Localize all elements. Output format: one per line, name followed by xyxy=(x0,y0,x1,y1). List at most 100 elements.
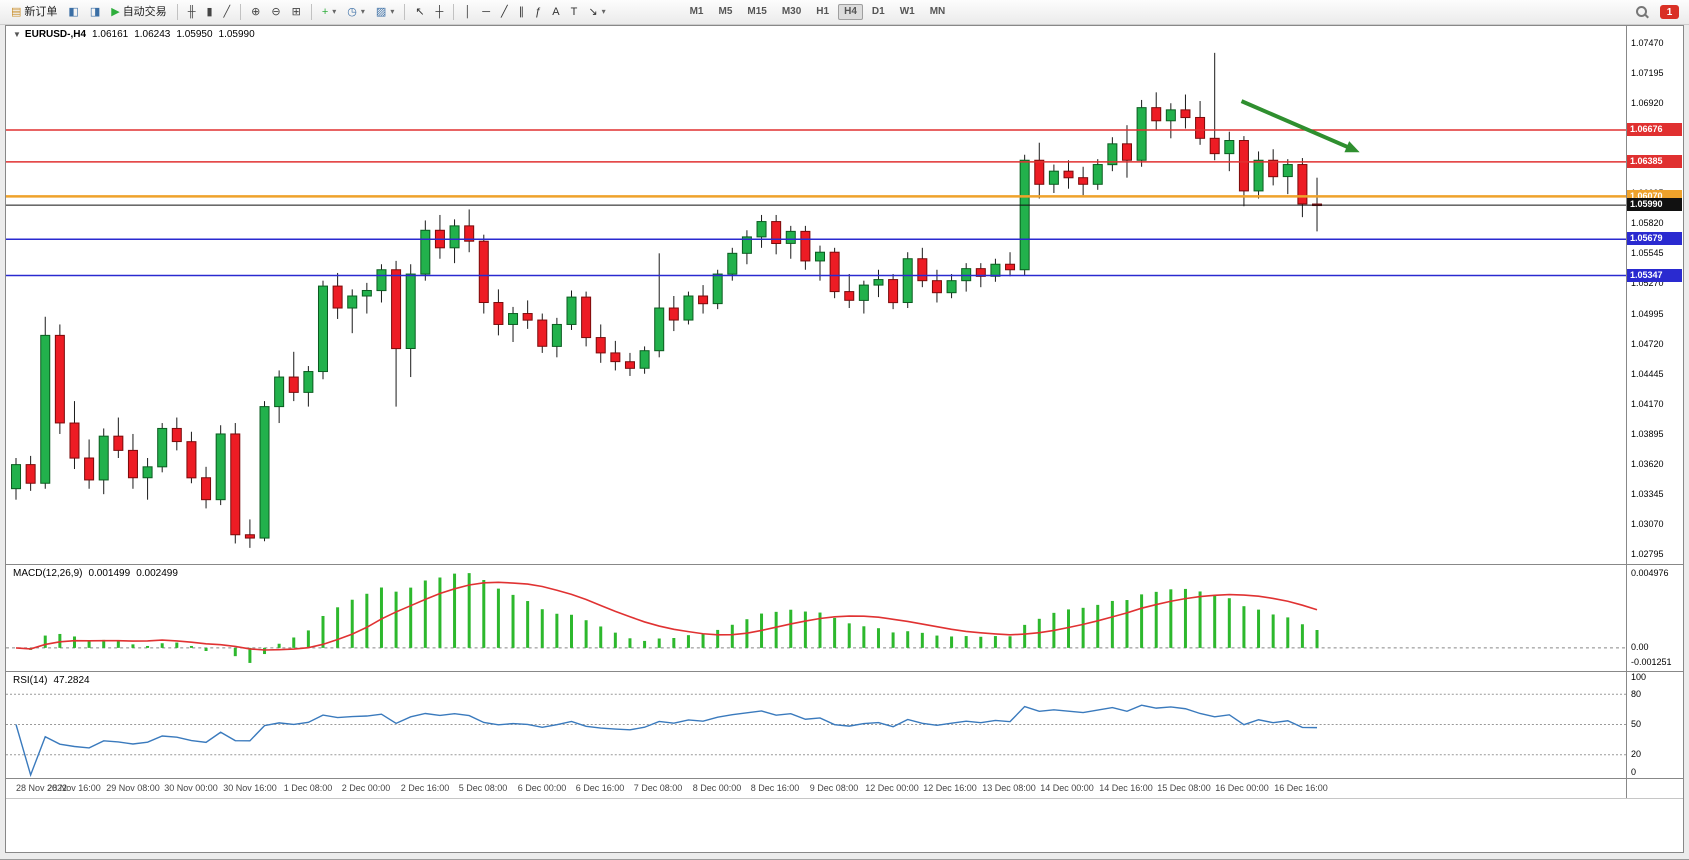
tf-h4[interactable]: H4 xyxy=(838,4,863,20)
tf-h1[interactable]: H1 xyxy=(816,6,830,17)
bar-chart-mode-icon[interactable]: ╫ xyxy=(183,4,201,21)
macd-canvas[interactable] xyxy=(6,565,1626,671)
zoom-in-glyph: ⊕ xyxy=(251,5,261,18)
templates-icon[interactable]: ▨ ▾ xyxy=(371,4,399,21)
price-badge-1.06676: 1.06676 xyxy=(1627,123,1682,136)
time-label: 6 Dec 00:00 xyxy=(517,783,567,793)
candle-body xyxy=(1282,164,1293,178)
trend-arrow-line[interactable] xyxy=(1240,99,1354,151)
candle-body xyxy=(98,435,109,481)
main-plot-area[interactable] xyxy=(6,26,1626,564)
text-label-icon[interactable]: T xyxy=(566,4,583,21)
candle-body xyxy=(1005,263,1016,271)
zoom-in-icon[interactable]: ⊕ xyxy=(246,4,265,21)
price-axis[interactable]: 1.074701.071951.069201.066451.063701.060… xyxy=(1626,26,1683,564)
candle-body xyxy=(332,285,343,309)
collapse-icon[interactable]: ▼ xyxy=(13,30,21,39)
cursor-icon[interactable]: ↖ xyxy=(410,4,429,21)
text-label-glyph: T xyxy=(570,5,578,18)
price-axis-label: 1.03895 xyxy=(1631,429,1664,439)
candle-body xyxy=(624,361,635,369)
time-label: 5 Dec 08:00 xyxy=(458,783,508,793)
tf-m15[interactable]: M15 xyxy=(747,6,767,17)
tf-m1[interactable]: M1 xyxy=(689,6,704,17)
rsi-axis[interactable]: 100 80 50 20 0 xyxy=(1626,672,1683,778)
tf-w1[interactable]: W1 xyxy=(899,6,915,17)
candle-body xyxy=(522,313,533,321)
fibonacci-glyph: ƒ xyxy=(535,5,542,18)
tf-m30[interactable]: M30 xyxy=(781,6,802,17)
fibonacci-icon[interactable]: ƒ xyxy=(530,4,546,21)
toolbar-separator xyxy=(404,4,406,20)
vertical-line-icon[interactable]: │ xyxy=(459,4,476,21)
candle-body xyxy=(1063,170,1074,179)
price-axis-label: 1.07470 xyxy=(1631,38,1664,48)
ohlc-low: 1.05950 xyxy=(176,29,213,40)
new-order-button[interactable]: ▤ 新订单 xyxy=(6,4,62,21)
rsi-axis-label: 0 xyxy=(1631,767,1637,777)
search-icon[interactable] xyxy=(1635,5,1649,19)
horizontal-line-icon[interactable]: ─ xyxy=(477,4,495,21)
tile-windows-icon[interactable]: ⊞ xyxy=(287,4,306,21)
candlestick-series xyxy=(11,52,1323,548)
candle-body xyxy=(654,307,665,352)
tile-windows-glyph: ⊞ xyxy=(291,5,301,18)
candle-body xyxy=(551,323,562,347)
rsi-plot-area[interactable] xyxy=(6,672,1626,778)
candle-body xyxy=(902,258,913,304)
candle-body xyxy=(361,289,372,297)
candle-body xyxy=(1136,107,1147,161)
candle-body xyxy=(25,464,36,484)
price-badge-1.05679: 1.05679 xyxy=(1627,232,1682,245)
price-axis-label: 1.07195 xyxy=(1631,68,1664,78)
candle-body xyxy=(11,464,22,490)
candlestick-chart-canvas[interactable] xyxy=(6,26,1626,564)
price-axis-label: 1.03620 xyxy=(1631,459,1664,469)
candle-body xyxy=(668,307,679,321)
crosshair-icon[interactable]: ┼ xyxy=(431,4,449,21)
macd-axis[interactable]: 0.004976 0.00 -0.001251 xyxy=(1626,565,1683,671)
rsi-canvas[interactable] xyxy=(6,672,1626,778)
candle-body xyxy=(186,441,197,479)
candle-body xyxy=(201,477,212,501)
templates-glyph: ▨ xyxy=(375,5,387,18)
price-axis-label: 1.04995 xyxy=(1631,309,1664,319)
periods-icon[interactable]: ◷ ▾ xyxy=(342,4,370,21)
macd-signal-value: 0.002499 xyxy=(136,568,178,579)
candle-body xyxy=(990,263,1001,277)
candle-body xyxy=(1165,109,1176,122)
data-window-glyph: ◨ xyxy=(89,5,101,18)
macd-axis-label: 0.004976 xyxy=(1631,568,1669,578)
toolbar-separator xyxy=(453,4,455,20)
time-label: 16 Dec 16:00 xyxy=(1274,783,1328,793)
autotrading-button[interactable]: ▶ 自动交易 xyxy=(106,4,171,21)
macd-main-value: 0.001499 xyxy=(88,568,131,579)
trend-arrow-head[interactable] xyxy=(1344,141,1360,153)
channel-icon[interactable]: ∥ xyxy=(514,4,530,21)
time-axis[interactable]: 28 Nov 2022 28 Nov 16:00 29 Nov 08:00 30 No… xyxy=(6,779,1683,799)
indicators-icon[interactable]: + ▾ xyxy=(317,4,341,21)
tf-m5[interactable]: M5 xyxy=(718,6,733,17)
tf-mn[interactable]: MN xyxy=(929,6,946,17)
candle-body xyxy=(1019,159,1030,271)
arrows-icon-dropdown-icon: ▾ xyxy=(601,7,606,16)
line-chart-mode-icon[interactable]: ╱ xyxy=(219,4,236,21)
time-label: 30 Nov 16:00 xyxy=(223,783,277,793)
macd-plot-area[interactable] xyxy=(6,565,1626,671)
trendline-icon[interactable]: ╱ xyxy=(496,4,513,21)
data-window-icon[interactable]: ◨ xyxy=(85,4,105,21)
candle-body xyxy=(493,302,504,325)
candle-body xyxy=(888,279,899,304)
time-label: 14 Dec 16:00 xyxy=(1099,783,1153,793)
price-axis-label: 1.05820 xyxy=(1631,218,1664,228)
arrows-icon[interactable]: ↘ ▾ xyxy=(583,4,610,21)
text-icon[interactable]: A xyxy=(547,4,564,21)
market-watch-icon[interactable]: ◧ xyxy=(63,4,83,21)
candlestick-mode-icon[interactable]: ▮ xyxy=(201,4,217,21)
candle-body xyxy=(1034,159,1045,185)
tf-d1[interactable]: D1 xyxy=(871,6,885,17)
zoom-out-icon[interactable]: ⊖ xyxy=(266,4,285,21)
crosshair-glyph: ┼ xyxy=(435,5,444,18)
candle-body xyxy=(946,280,957,294)
candle-body xyxy=(142,466,153,479)
